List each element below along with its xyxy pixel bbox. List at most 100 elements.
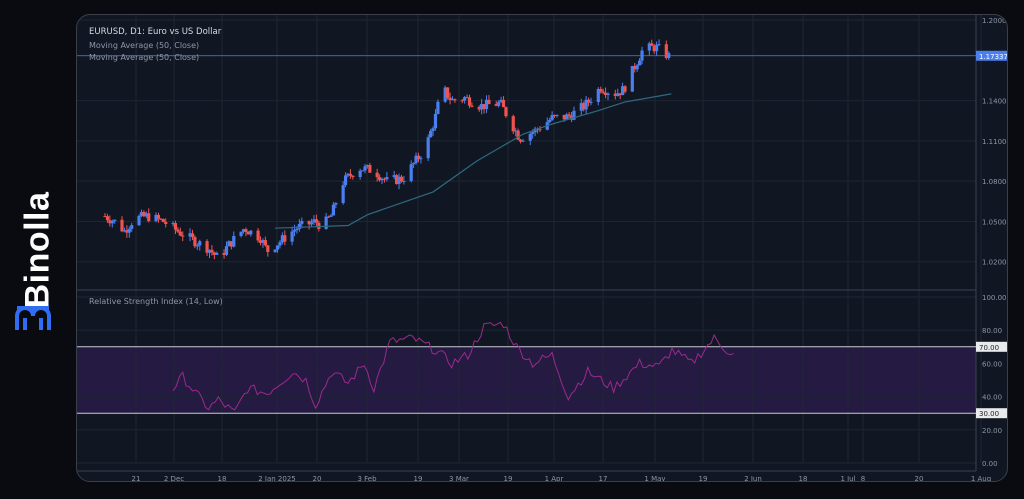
candle-body	[385, 177, 389, 180]
candle-body	[377, 177, 382, 181]
candle-body	[368, 165, 372, 173]
date-label: 18	[799, 475, 808, 481]
candle-body	[482, 104, 486, 110]
candle-body	[655, 44, 659, 52]
candle-body	[579, 103, 583, 111]
candle-body	[606, 93, 610, 95]
rsi-tick: 0.00	[982, 460, 998, 468]
candle-body	[161, 219, 165, 222]
candle-body	[497, 102, 501, 106]
candle-body	[516, 130, 520, 140]
candle-body	[518, 139, 523, 142]
candle-body	[280, 235, 284, 243]
date-label: 17	[599, 475, 608, 481]
candle-body	[239, 231, 243, 236]
rsi-tick: 40.00	[982, 394, 1002, 402]
current-price-value: 1.17337	[979, 53, 1007, 61]
candle-body	[103, 216, 107, 218]
candle-body	[249, 230, 253, 235]
date-label: 1 May	[644, 475, 665, 481]
candle-body	[222, 253, 226, 255]
candle-body	[555, 114, 559, 116]
candle-body	[463, 97, 467, 101]
rsi-legend[interactable]: Relative Strength Index (14, Low)	[89, 297, 223, 306]
candle-body	[586, 99, 591, 103]
price-chart[interactable]: 1.20000 1.14000 1.11000 1.08000 1.05000 1.020…	[77, 15, 1007, 481]
candle-body	[453, 99, 457, 101]
candle-body	[477, 106, 481, 110]
candle-body	[122, 230, 127, 232]
candle-body	[283, 235, 287, 242]
date-label: 1 Jul	[840, 475, 855, 481]
candle-body	[351, 175, 355, 178]
ma-legend-1[interactable]: Moving Average (50, Close)	[89, 41, 200, 50]
candle-body	[258, 240, 263, 243]
date-label: 1 Aug	[971, 475, 991, 481]
candle-body	[528, 133, 532, 141]
candle-body	[346, 173, 350, 176]
candle-body	[601, 91, 605, 93]
candle-body	[630, 66, 634, 92]
candle-body	[326, 216, 331, 218]
candle-body	[443, 87, 447, 102]
candle-body	[652, 45, 656, 52]
candle-body	[198, 241, 202, 246]
candle-body	[317, 222, 321, 229]
candle-body	[565, 114, 569, 120]
candle-body	[130, 225, 134, 229]
candle-body	[190, 233, 195, 238]
candle-body	[295, 228, 299, 230]
candle-body	[244, 229, 248, 233]
candle-body	[215, 253, 219, 255]
candle-body	[229, 241, 233, 247]
candle-body	[297, 223, 301, 229]
candle-body	[263, 240, 267, 246]
candle-body	[278, 242, 282, 246]
candle-body	[426, 137, 430, 159]
candle-body	[105, 216, 110, 221]
candle-body	[331, 204, 336, 216]
candle-body	[550, 115, 554, 120]
candle-body	[446, 87, 450, 98]
candle-body	[314, 219, 319, 223]
date-label: 3 Mar	[449, 475, 469, 481]
ma-legend-2[interactable]: Moving Average (50, Close)	[89, 53, 200, 62]
candle-body	[300, 220, 304, 224]
candle-body	[567, 114, 571, 117]
chart-panel[interactable]: 1.20000 1.14000 1.11000 1.08000 1.05000 1.020…	[76, 14, 1008, 482]
candle-body	[582, 103, 586, 110]
candle-body	[307, 220, 311, 225]
candle-body	[402, 181, 406, 183]
candle-body	[664, 44, 668, 58]
candle-body	[195, 245, 199, 247]
candle-body	[110, 221, 114, 224]
binolla-logo: Binolla	[0, 150, 76, 350]
candle-body	[188, 233, 192, 237]
rsi-tick: 100.00	[982, 294, 1007, 302]
price-tick: 1.05000	[982, 218, 1007, 226]
candle-body	[538, 129, 542, 131]
candle-body	[246, 232, 250, 235]
candle-body	[256, 230, 260, 241]
candle-body	[212, 252, 216, 255]
candle-body	[397, 176, 401, 184]
candle-body	[548, 119, 552, 123]
rsi-band	[77, 346, 976, 414]
date-label: 3 Feb	[357, 475, 377, 481]
candle-body	[181, 235, 185, 237]
candle-body	[450, 99, 455, 101]
date-label: 1 Apr	[545, 475, 564, 481]
rsi-line	[172, 321, 734, 411]
candle-body	[334, 203, 338, 205]
chart-title: EURUSD, D1: Euro vs US Dollar	[89, 27, 222, 37]
candle-body	[416, 155, 421, 160]
candle-body	[127, 228, 131, 233]
candle-body	[501, 99, 506, 108]
rsi-tick: 20.00	[982, 427, 1002, 435]
candle-body	[341, 185, 345, 204]
price-tick: 1.20000	[982, 17, 1007, 25]
date-label: 20	[915, 475, 924, 481]
candle-body	[290, 231, 294, 242]
date-label: 19	[699, 475, 708, 481]
candle-body	[414, 155, 418, 164]
